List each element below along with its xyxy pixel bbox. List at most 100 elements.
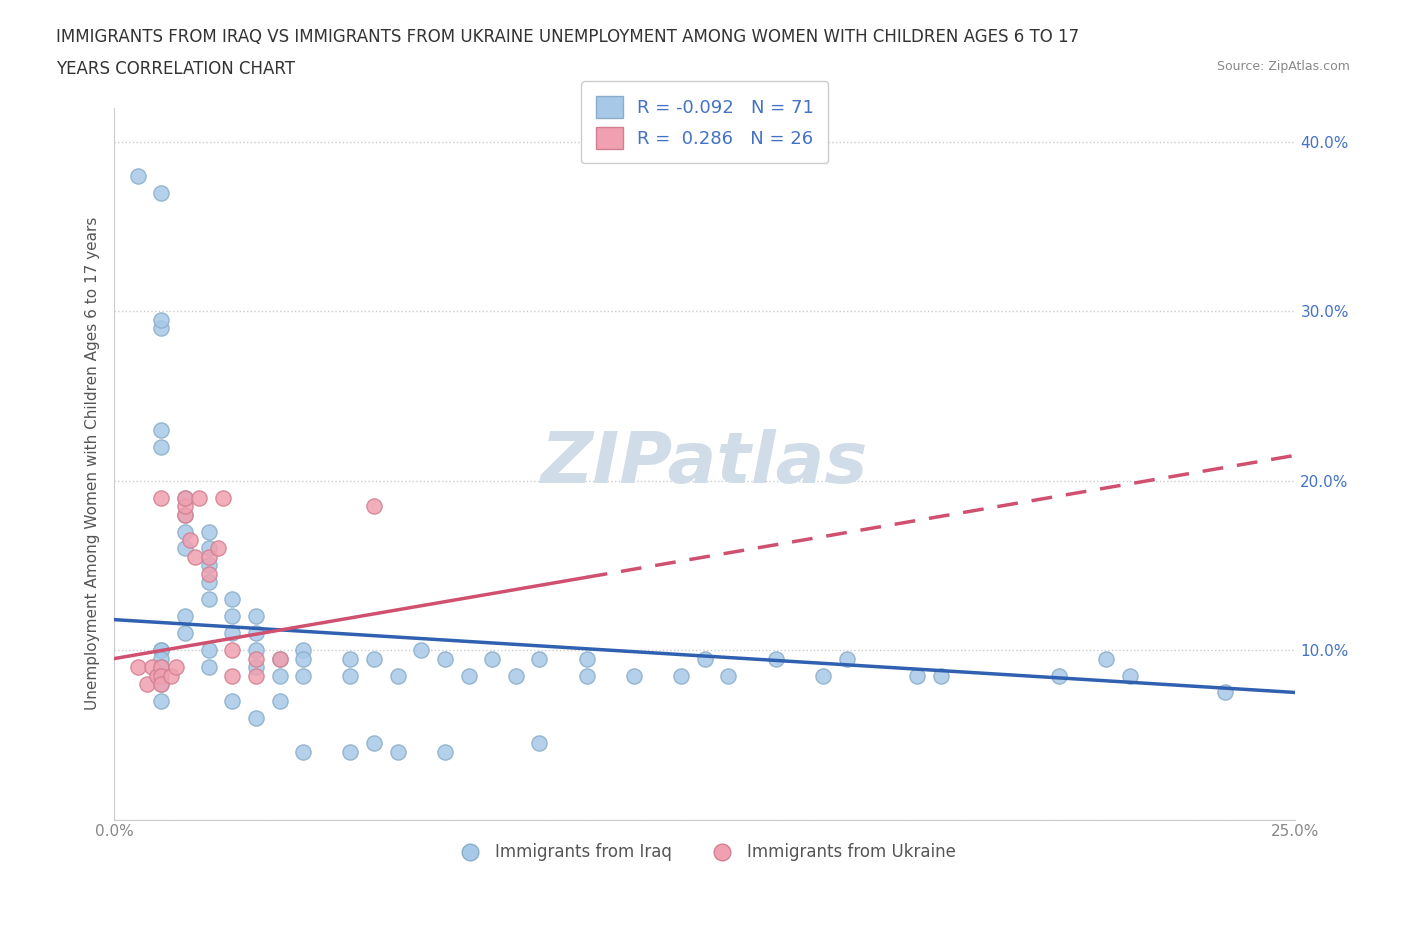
Point xyxy=(245,626,267,641)
Point xyxy=(188,490,211,505)
Point xyxy=(1119,668,1142,683)
Point xyxy=(292,643,315,658)
Point xyxy=(765,651,787,666)
Point xyxy=(197,659,219,674)
Point xyxy=(197,550,219,565)
Point xyxy=(127,659,149,674)
Point xyxy=(150,659,173,674)
Point xyxy=(292,651,315,666)
Point xyxy=(150,185,173,200)
Point xyxy=(245,659,267,674)
Point xyxy=(197,643,219,658)
Point xyxy=(292,744,315,759)
Point xyxy=(174,609,197,624)
Point xyxy=(197,525,219,539)
Point xyxy=(141,659,163,674)
Point xyxy=(623,668,645,683)
Point xyxy=(269,694,291,709)
Point xyxy=(174,507,197,522)
Point xyxy=(363,736,385,751)
Point xyxy=(174,498,197,513)
Legend: Immigrants from Iraq, Immigrants from Ukraine: Immigrants from Iraq, Immigrants from Uk… xyxy=(447,837,963,868)
Point xyxy=(363,498,385,513)
Point xyxy=(145,668,167,683)
Text: IMMIGRANTS FROM IRAQ VS IMMIGRANTS FROM UKRAINE UNEMPLOYMENT AMONG WOMEN WITH CH: IMMIGRANTS FROM IRAQ VS IMMIGRANTS FROM … xyxy=(56,28,1080,46)
Point xyxy=(245,643,267,658)
Point xyxy=(221,626,243,641)
Point xyxy=(183,550,205,565)
Point xyxy=(433,651,456,666)
Point xyxy=(150,676,173,691)
Point xyxy=(174,541,197,556)
Point xyxy=(150,643,173,658)
Point xyxy=(245,651,267,666)
Point xyxy=(811,668,834,683)
Point xyxy=(457,668,479,683)
Point xyxy=(693,651,716,666)
Text: YEARS CORRELATION CHART: YEARS CORRELATION CHART xyxy=(56,60,295,78)
Point xyxy=(221,668,243,683)
Point xyxy=(481,651,503,666)
Point xyxy=(150,651,173,666)
Point xyxy=(197,591,219,606)
Point xyxy=(717,668,740,683)
Point xyxy=(575,651,598,666)
Point xyxy=(269,651,291,666)
Point xyxy=(505,668,527,683)
Point xyxy=(387,668,409,683)
Point xyxy=(669,668,692,683)
Point xyxy=(174,490,197,505)
Point xyxy=(529,736,551,751)
Point xyxy=(907,668,929,683)
Point xyxy=(245,668,267,683)
Point xyxy=(174,490,197,505)
Text: ZIPatlas: ZIPatlas xyxy=(541,430,869,498)
Point xyxy=(221,694,243,709)
Point xyxy=(339,651,361,666)
Text: Source: ZipAtlas.com: Source: ZipAtlas.com xyxy=(1216,60,1350,73)
Point xyxy=(1047,668,1070,683)
Point xyxy=(575,668,598,683)
Y-axis label: Unemployment Among Women with Children Ages 6 to 17 years: Unemployment Among Women with Children A… xyxy=(86,217,100,711)
Point xyxy=(387,744,409,759)
Point xyxy=(174,507,197,522)
Point xyxy=(221,609,243,624)
Point xyxy=(221,643,243,658)
Point xyxy=(339,668,361,683)
Point xyxy=(150,439,173,454)
Point xyxy=(929,668,952,683)
Point xyxy=(197,541,219,556)
Point xyxy=(150,312,173,327)
Point xyxy=(150,321,173,336)
Point xyxy=(150,668,173,683)
Point xyxy=(150,694,173,709)
Point xyxy=(150,422,173,437)
Point xyxy=(245,711,267,725)
Point xyxy=(245,609,267,624)
Point xyxy=(150,643,173,658)
Point xyxy=(1095,651,1118,666)
Point xyxy=(174,626,197,641)
Point xyxy=(269,651,291,666)
Point xyxy=(197,575,219,590)
Point xyxy=(179,533,201,548)
Point xyxy=(269,668,291,683)
Point xyxy=(197,558,219,573)
Point xyxy=(174,525,197,539)
Point xyxy=(160,668,183,683)
Point xyxy=(339,744,361,759)
Point xyxy=(150,676,173,691)
Point xyxy=(127,168,149,183)
Point xyxy=(165,659,187,674)
Point xyxy=(212,490,235,505)
Point xyxy=(433,744,456,759)
Point xyxy=(197,566,219,581)
Point xyxy=(292,668,315,683)
Point xyxy=(150,490,173,505)
Point xyxy=(835,651,858,666)
Point xyxy=(411,643,433,658)
Point xyxy=(1213,685,1236,700)
Point xyxy=(136,676,159,691)
Point xyxy=(150,659,173,674)
Point xyxy=(221,591,243,606)
